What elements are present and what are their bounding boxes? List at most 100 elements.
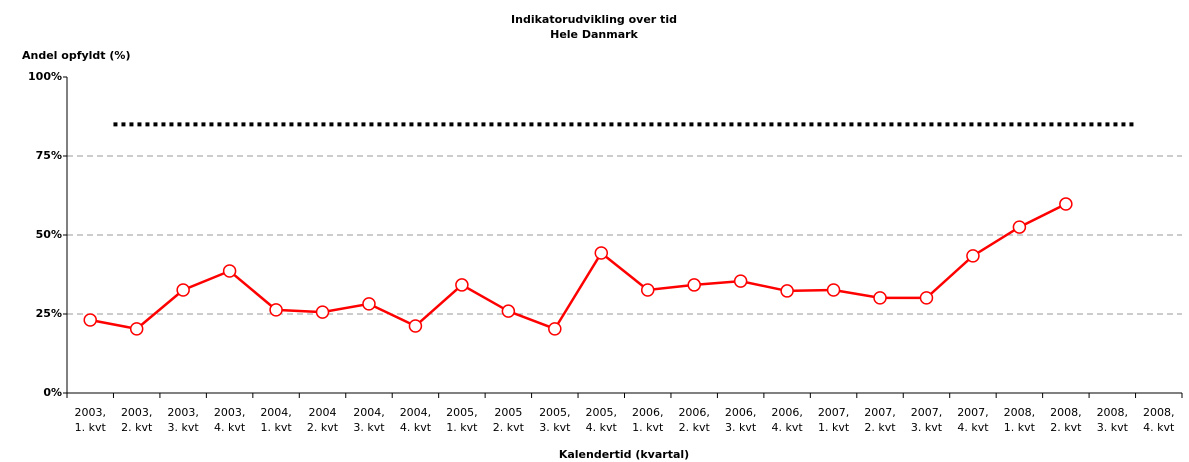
data-point — [83, 313, 97, 327]
x-tick-label-line: 2005, — [539, 406, 571, 419]
data-point — [919, 291, 934, 305]
x-tick-label-line: 3. kvt — [911, 421, 943, 434]
data-point — [362, 297, 376, 311]
x-tick-label-line: 2003, — [214, 406, 246, 419]
x-tick-label-line: 2004, — [400, 406, 432, 419]
x-tick-label: 2005, 3. kvt — [539, 406, 571, 434]
x-tick-label-line: 3. kvt — [168, 421, 200, 434]
x-tick-label-line: 2006, — [771, 406, 803, 419]
x-tick-label-line: 2007, — [911, 406, 943, 419]
x-tick-label-line: 4. kvt — [400, 421, 432, 434]
x-tick-label: 2005, 1. kvt — [446, 406, 478, 434]
x-tick-label-line: 2. kvt — [307, 421, 339, 434]
x-tick-label-line: 2008, — [1004, 406, 1036, 419]
data-point — [733, 274, 748, 288]
x-tick-label-line: 2005 — [494, 406, 522, 419]
x-tick-label-line: 2. kvt — [1050, 421, 1082, 434]
data-point — [548, 322, 562, 336]
x-tick-label-line: 2003, — [74, 406, 106, 419]
x-tick-label: 2007, 4. kvt — [957, 406, 989, 434]
x-tick-label: 2008, 1. kvt — [1004, 406, 1036, 434]
x-tick-label-line: 2004, — [353, 406, 385, 419]
x-tick-label-line: 4. kvt — [1143, 421, 1175, 434]
x-tick-label-line: 2003, — [121, 406, 153, 419]
x-tick-label-line: 2008, — [1097, 406, 1129, 419]
x-axis-label: Kalendertid (kvartal) — [559, 448, 689, 461]
x-tick-label-line: 1. kvt — [1004, 421, 1036, 434]
x-tick-label: 2008, 4. kvt — [1143, 406, 1175, 434]
data-point — [687, 278, 701, 292]
data-line — [89, 202, 1067, 331]
x-tick-label: 2004, 1. kvt — [260, 406, 292, 434]
x-tick-label-line: 2008, — [1143, 406, 1175, 419]
x-tick-label: 2004 2. kvt — [307, 406, 339, 434]
x-tick-label-line: 1. kvt — [75, 421, 107, 434]
data-point — [455, 278, 469, 292]
x-tick-label: 2003, 3. kvt — [167, 406, 199, 434]
x-tick-label: 2006, 1. kvt — [632, 406, 664, 434]
x-tick-label-line: 2004 — [309, 406, 337, 419]
x-tick-label-line: 2003, — [167, 406, 199, 419]
x-tick-label-line: 3. kvt — [725, 421, 757, 434]
x-tick-label: 2006, 2. kvt — [678, 406, 710, 434]
data-point — [222, 264, 237, 278]
x-tick-label: 2006, 4. kvt — [771, 406, 803, 434]
y-tick-label: 50% — [36, 228, 62, 241]
x-tick-label: 2003, 1. kvt — [74, 406, 106, 434]
data-point — [1012, 220, 1027, 234]
x-tick-label-line: 3. kvt — [1097, 421, 1129, 434]
x-tick-label: 2006, 3. kvt — [725, 406, 757, 434]
y-axis-label: Andel opfyldt (%) — [22, 49, 130, 62]
x-tick-label: 2004, 4. kvt — [400, 406, 432, 434]
x-tick-label: 2005, 4. kvt — [586, 406, 618, 434]
x-tick-label-line: 3. kvt — [353, 421, 385, 434]
y-tick-label: 100% — [28, 70, 62, 83]
x-tick-label: 2004, 3. kvt — [353, 406, 385, 434]
x-tick-label-line: 2. kvt — [493, 421, 525, 434]
x-tick-label-line: 2. kvt — [679, 421, 711, 434]
data-point — [501, 304, 516, 318]
data-point — [1059, 197, 1073, 211]
chart-subtitle: Hele Danmark — [550, 28, 638, 41]
x-tick-label-line: 4. kvt — [957, 421, 989, 434]
y-tick-label: 25% — [36, 307, 62, 320]
x-tick-label-line: 1. kvt — [632, 421, 664, 434]
x-tick-label: 2008, 2. kvt — [1050, 406, 1082, 434]
x-tick-label: 2008, 3. kvt — [1097, 406, 1129, 434]
x-tick-label-line: 2006, — [725, 406, 757, 419]
x-tick-label: 2007, 1. kvt — [818, 406, 850, 434]
y-tick-label: 0% — [43, 386, 62, 399]
data-point — [315, 305, 330, 319]
x-tick-label-line: 2. kvt — [864, 421, 896, 434]
x-tick-label-line: 2004, — [260, 406, 292, 419]
data-point — [826, 283, 841, 297]
x-tick-label-line: 2007, — [818, 406, 850, 419]
x-tick-label-line: 2007, — [957, 406, 989, 419]
x-tick-label: 2003, 4. kvt — [214, 406, 246, 434]
data-point — [129, 322, 144, 336]
x-tick-label-line: 1. kvt — [260, 421, 292, 434]
chart-title: Indikatorudvikling over tid — [511, 13, 677, 26]
data-point — [780, 284, 794, 298]
data-point — [594, 246, 609, 260]
x-tick-label-line: 2. kvt — [121, 421, 153, 434]
x-tick-label-line: 2007, — [864, 406, 896, 419]
data-point — [269, 303, 283, 317]
x-tick-label: 2003, 2. kvt — [121, 406, 153, 434]
x-tick-label: 2005 2. kvt — [493, 406, 525, 434]
x-tick-label-line: 1. kvt — [446, 421, 478, 434]
x-tick-label-line: 1. kvt — [818, 421, 850, 434]
data-point — [176, 283, 190, 297]
data-point — [408, 319, 423, 333]
x-tick-label: 2007, 3. kvt — [911, 406, 943, 434]
x-tick-label-line: 2005, — [446, 406, 478, 419]
x-tick-label-line: 4. kvt — [214, 421, 246, 434]
x-tick-label-line: 4. kvt — [772, 421, 804, 434]
data-point — [966, 249, 980, 263]
data-point — [640, 283, 655, 297]
x-tick-label-line: 2006, — [632, 406, 664, 419]
x-tick-label: 2007, 2. kvt — [864, 406, 896, 434]
x-tick-label-line: 2008, — [1050, 406, 1082, 419]
x-tick-label-line: 2006, — [678, 406, 710, 419]
